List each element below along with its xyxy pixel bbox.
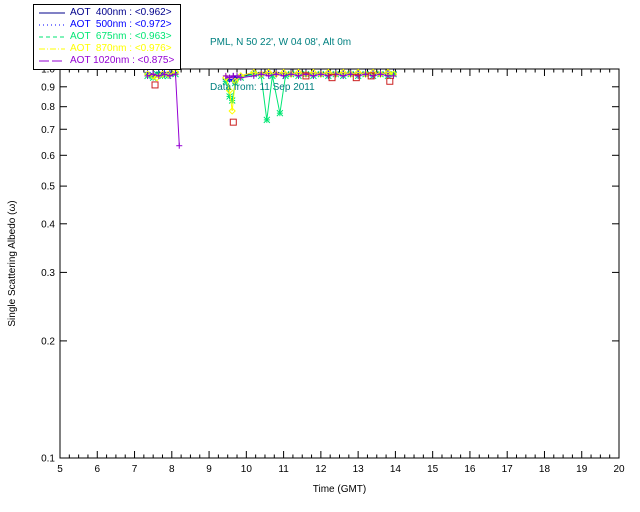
title-line-1: PML, N 50 22', W 04 08', Alt 0m bbox=[210, 37, 352, 48]
x-tick-label: 15 bbox=[427, 464, 439, 475]
y-axis: 0.1 0.2 0.3 0.4 0.5 0.6 0.7 0.8 0.9 1.0 Single Sca… bbox=[7, 65, 619, 465]
y-tick-label: 0.3 bbox=[41, 268, 55, 279]
x-axis: 5 6 7 8 9 10 11 12 13 14 15 16 17 18 19 20 Time (GMT) bbox=[57, 69, 625, 495]
x-tick-label: 16 bbox=[464, 464, 476, 475]
plot-titles: PML, N 50 22', W 04 08', Alt 0m Data fro… bbox=[210, 5, 351, 125]
x-tick-label: 7 bbox=[132, 464, 138, 475]
legend-item: AOT 500nm : <0.972> bbox=[38, 19, 174, 31]
legend: AOT 400nm : <0.962> AOT 500nm : <0.972> AO… bbox=[33, 4, 182, 70]
y-tick-label: 0.6 bbox=[41, 151, 55, 162]
legend-item: AOT 675nm : <0.963> bbox=[38, 31, 174, 43]
x-tick-label: 19 bbox=[576, 464, 588, 475]
x-tick-label: 11 bbox=[278, 464, 289, 475]
y-tick-label: 0.7 bbox=[41, 125, 55, 136]
legend-item: AOT 1020nm : <0.875> bbox=[38, 55, 174, 67]
legend-item: AOT 400nm : <0.962> bbox=[38, 7, 174, 19]
series-aot-1020nm bbox=[144, 71, 397, 149]
y-tick-label: 0.9 bbox=[41, 82, 55, 93]
y-axis-label: Single Scattering Albedo (ω) bbox=[7, 200, 18, 326]
x-tick-label: 9 bbox=[206, 464, 212, 475]
legend-line-sample bbox=[39, 48, 65, 50]
legend-line-sample bbox=[39, 36, 65, 38]
legend-item-label: AOT 1020nm : <0.875> bbox=[70, 55, 175, 66]
y-tick-label: 0.2 bbox=[41, 336, 55, 347]
x-tick-label: 10 bbox=[241, 464, 253, 475]
x-tick-label: 6 bbox=[94, 464, 100, 475]
x-tick-label: 13 bbox=[353, 464, 365, 475]
y-tick-label: 0.4 bbox=[41, 219, 55, 230]
legend-line-sample bbox=[39, 60, 65, 62]
plot-frame bbox=[59, 68, 620, 459]
legend-item-label: AOT 870nm : <0.976> bbox=[70, 43, 172, 54]
legend-item-label: AOT 400nm : <0.962> bbox=[70, 7, 172, 18]
y-tick-label: 1.0 bbox=[41, 65, 55, 76]
x-tick-label: 14 bbox=[390, 464, 402, 475]
y-tick-label: 0.1 bbox=[41, 454, 55, 465]
legend-item-label: AOT 675nm : <0.963> bbox=[70, 31, 172, 42]
title-line-2: Data from: 11 Sep 2011 bbox=[210, 82, 315, 93]
legend-line-sample bbox=[39, 12, 65, 14]
legend-item: AOT 870nm : <0.976> bbox=[38, 43, 174, 55]
x-tick-label: 20 bbox=[613, 464, 625, 475]
legend-item-label: AOT 500nm : <0.972> bbox=[70, 19, 172, 30]
legend-line-sample bbox=[39, 24, 65, 26]
y-tick-label: 0.8 bbox=[41, 102, 55, 113]
x-tick-label: 8 bbox=[169, 464, 175, 475]
series-flagged-points bbox=[151, 72, 394, 126]
x-tick-label: 12 bbox=[315, 464, 327, 475]
x-tick-label: 17 bbox=[502, 464, 514, 475]
x-tick-label: 18 bbox=[539, 464, 551, 475]
x-tick-label: 5 bbox=[57, 464, 63, 475]
x-axis-label: Time (GMT) bbox=[313, 484, 367, 495]
y-tick-label: 0.5 bbox=[41, 182, 55, 193]
